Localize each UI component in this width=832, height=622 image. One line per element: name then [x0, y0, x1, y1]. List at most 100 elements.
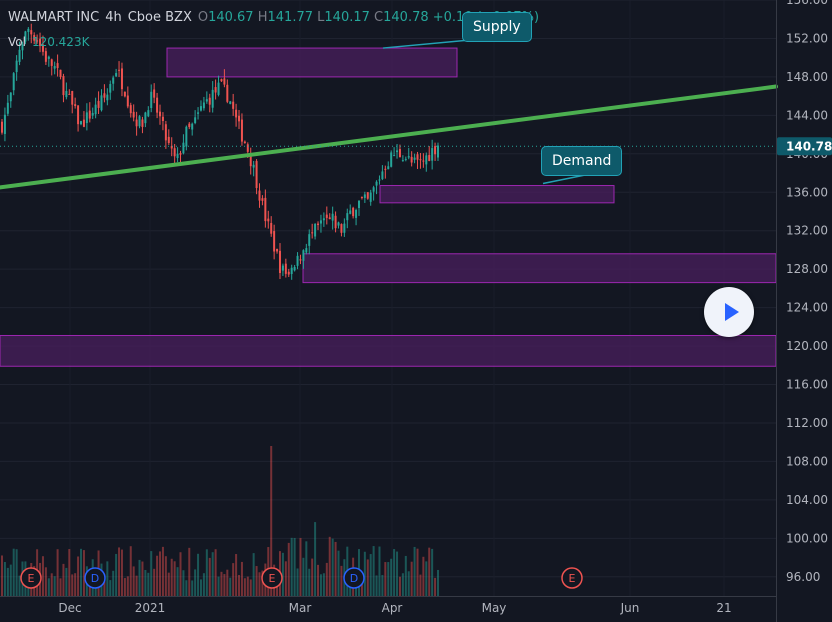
candle-body: [273, 231, 276, 252]
play-button[interactable]: [704, 287, 754, 337]
candle-body: [197, 112, 200, 114]
volume-bar: [56, 549, 59, 596]
volume-bar: [255, 566, 258, 596]
supply-callout[interactable]: Supply: [462, 12, 532, 42]
candle-body: [41, 44, 44, 52]
close-label: C: [374, 10, 384, 25]
volume-bar: [413, 546, 416, 596]
candle-body: [270, 222, 273, 234]
time-tick-label: 21: [716, 601, 731, 615]
candle-body: [398, 149, 401, 158]
zone-box[interactable]: [0, 334, 777, 367]
candle-body: [261, 198, 264, 201]
volume-bar: [141, 561, 144, 596]
candle-body: [50, 59, 53, 66]
candle-body: [3, 114, 6, 134]
candle-body: [252, 164, 255, 168]
demand-callout[interactable]: Demand: [541, 146, 623, 176]
candle-body: [156, 97, 159, 113]
volume-bar: [437, 569, 439, 596]
candle-body: [308, 234, 311, 246]
candle-body: [334, 215, 337, 229]
candle-body: [267, 218, 270, 222]
volume-bar: [281, 552, 284, 596]
volume-bar: [62, 563, 65, 596]
price-tick-label: 116.00: [786, 378, 828, 392]
candle-body: [322, 218, 325, 221]
candle-body: [74, 104, 77, 107]
volume-bar: [176, 567, 179, 596]
candle-body: [343, 223, 346, 233]
candle-body: [24, 31, 27, 42]
candle-body: [106, 94, 109, 101]
zone-box[interactable]: [166, 47, 458, 78]
volume-bar: [381, 575, 384, 596]
candle-body: [258, 190, 261, 201]
candle-body: [401, 160, 404, 162]
candle-body: [21, 44, 24, 51]
time-axis[interactable]: Dec 2021 Mar Apr May Jun 21: [58, 601, 731, 615]
volume-bar: [246, 576, 249, 596]
volume-bar: [118, 547, 121, 596]
volume-bar: [202, 573, 205, 596]
candle-body: [185, 126, 188, 147]
candle-body: [319, 220, 322, 224]
candle-body: [27, 28, 30, 32]
last-price-tag: 140.78: [777, 137, 832, 156]
candle-body: [85, 112, 88, 124]
high-value: 141.77: [267, 10, 314, 25]
volume-bar: [106, 561, 109, 596]
candle-body: [208, 97, 211, 105]
earnings-marker[interactable]: E: [261, 567, 283, 589]
dividend-marker[interactable]: D: [84, 567, 106, 589]
candle-body: [6, 102, 9, 114]
symbol-name[interactable]: WALMART INC: [8, 10, 100, 25]
candle-body: [115, 73, 118, 77]
volume-bar: [208, 557, 211, 596]
price-tick-label: 136.00: [786, 185, 828, 199]
volume-bar: [314, 522, 317, 596]
volume-bar: [328, 536, 331, 596]
volume-bar: [398, 576, 401, 596]
volume-bar: [159, 551, 162, 596]
candle-body: [135, 119, 138, 127]
dividend-marker[interactable]: D: [343, 567, 365, 589]
candles: [1, 23, 439, 280]
volume-bar: [44, 567, 47, 596]
symbol-header: WALMART INC 4h Cboe BZX O140.67 H141.77 …: [8, 10, 539, 25]
volume-bar: [220, 571, 223, 596]
volume-bar: [167, 572, 170, 596]
candle-body: [226, 84, 229, 102]
open-value: 140.67: [208, 10, 254, 25]
earnings-marker[interactable]: E: [561, 567, 583, 589]
candle-body: [202, 102, 205, 109]
volume-bar: [138, 559, 141, 596]
price-axis[interactable]: 96.00 100.00 104.00 108.00 112.00 116.00 120.0…: [786, 0, 828, 584]
volume-bar: [384, 562, 387, 596]
volume-bar: [419, 574, 422, 596]
trendline[interactable]: [0, 84, 778, 190]
volume-bar: [199, 579, 202, 596]
candle-body: [372, 187, 375, 192]
zone-box[interactable]: [302, 253, 777, 284]
candle-body: [59, 69, 62, 77]
volume-bar: [428, 547, 431, 596]
zone-box[interactable]: [379, 185, 615, 204]
candle-body: [188, 123, 191, 128]
volume-bar: [284, 561, 287, 596]
volume-bar: [232, 563, 235, 596]
event-label: E: [269, 572, 276, 585]
interval[interactable]: 4h: [105, 10, 122, 25]
candle-body: [129, 105, 132, 114]
volume-bar: [77, 556, 80, 596]
earnings-marker[interactable]: E: [20, 567, 42, 589]
candle-body: [396, 150, 399, 153]
candle-body: [249, 155, 252, 167]
volume-bar: [305, 541, 308, 596]
candle-body: [176, 153, 179, 159]
volume-bar: [132, 566, 135, 596]
volume-bar: [50, 573, 53, 596]
